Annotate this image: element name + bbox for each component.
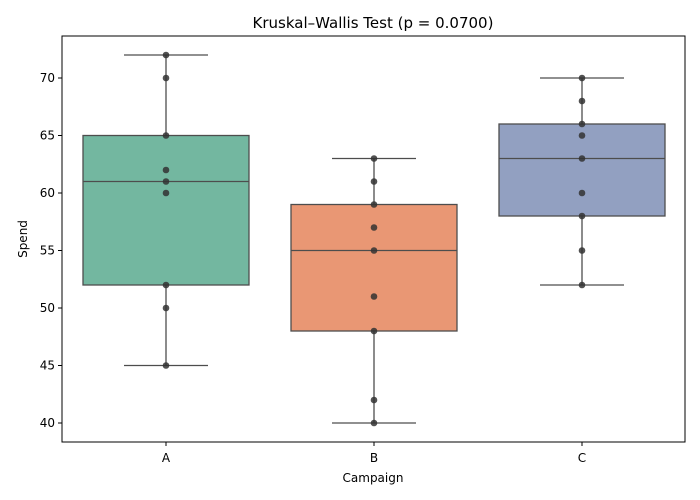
data-point xyxy=(162,189,170,197)
x-tick-label: C xyxy=(578,451,586,465)
y-tick-label: 60 xyxy=(40,186,55,200)
y-tick-label: 40 xyxy=(40,416,55,430)
data-point xyxy=(370,327,378,335)
data-point xyxy=(162,304,170,312)
data-point xyxy=(162,178,170,185)
x-tick-label: B xyxy=(370,451,378,465)
chart-title: Kruskal–Wallis Test (p = 0.0700) xyxy=(253,14,494,32)
data-point xyxy=(370,224,378,231)
data-point xyxy=(578,247,586,254)
data-point xyxy=(370,247,378,254)
data-point xyxy=(162,74,170,82)
x-axis-label: Campaign xyxy=(343,471,404,485)
point-group xyxy=(162,51,586,427)
data-point xyxy=(370,201,378,208)
data-point xyxy=(578,97,586,105)
box-C xyxy=(498,123,666,217)
box-B xyxy=(290,203,458,332)
data-point xyxy=(162,132,170,139)
box-group xyxy=(82,54,666,424)
data-point xyxy=(578,74,586,82)
x-tick-label: A xyxy=(162,451,171,465)
data-point xyxy=(162,51,170,59)
x-axis: A B C xyxy=(162,442,586,465)
data-point xyxy=(162,281,170,289)
y-axis-label: Spend xyxy=(16,220,30,258)
data-point xyxy=(370,293,378,300)
y-axis: 40 45 50 55 60 65 70 xyxy=(40,71,62,430)
data-point xyxy=(370,155,378,162)
y-tick-label: 70 xyxy=(40,71,55,85)
data-point xyxy=(578,212,586,220)
data-point xyxy=(370,396,378,404)
data-point xyxy=(578,189,586,197)
data-point xyxy=(162,166,170,174)
data-point xyxy=(370,419,378,427)
y-tick-label: 50 xyxy=(40,301,55,315)
data-point xyxy=(578,120,586,128)
data-point xyxy=(162,362,170,369)
y-tick-label: 65 xyxy=(40,129,55,143)
box-A xyxy=(82,134,250,286)
y-tick-label: 55 xyxy=(40,244,55,258)
data-point xyxy=(370,178,378,185)
data-point xyxy=(578,155,586,162)
data-point xyxy=(578,281,586,289)
y-tick-label: 45 xyxy=(40,359,55,373)
data-point xyxy=(578,132,586,139)
